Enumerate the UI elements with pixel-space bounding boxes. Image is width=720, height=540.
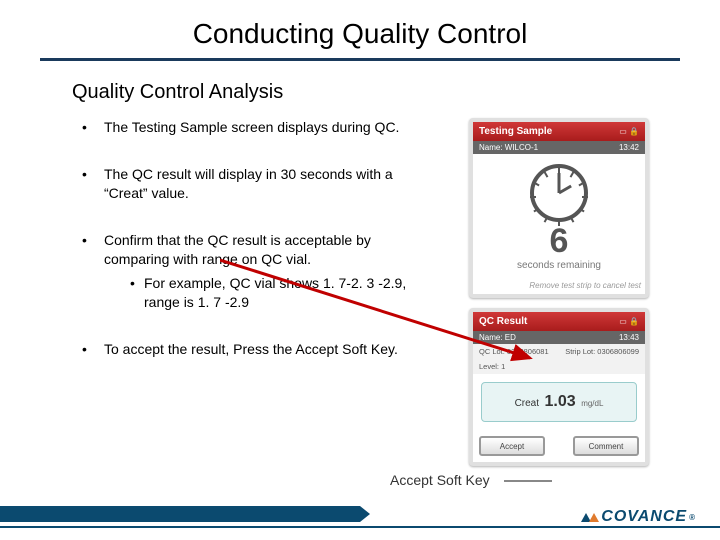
footer-line <box>0 526 720 528</box>
bullet-list: The Testing Sample screen displays durin… <box>78 118 418 466</box>
accept-caption-line <box>504 480 552 482</box>
accept-caption: Accept Soft Key <box>390 472 490 488</box>
slide-title: Conducting Quality Control <box>0 0 720 58</box>
bullet-1: The Testing Sample screen displays durin… <box>78 118 408 137</box>
comment-button[interactable]: Comment <box>573 436 639 456</box>
device2-banner: QC Result ▭ 🔒 <box>473 312 645 331</box>
bullet-4: To accept the result, Press the Accept S… <box>78 340 408 359</box>
device1-subbar: Name: WILCO-1 13:42 <box>473 141 645 154</box>
brand-logo: COVANCE® <box>581 508 696 526</box>
subtitle: Quality Control Analysis <box>0 71 720 118</box>
cancel-note: Remove test strip to cancel test <box>473 277 645 294</box>
bullet-2: The QC result will display in 30 seconds… <box>78 165 408 203</box>
lot-row: QC Lot: 0213806081 Strip Lot: 0306806099 <box>473 344 645 359</box>
content-row: The Testing Sample screen displays durin… <box>0 118 720 466</box>
footer-bar <box>0 506 360 522</box>
figures-column: Testing Sample ▭ 🔒 Name: WILCO-1 13:42 <box>418 118 700 466</box>
countdown-number: 6 <box>479 224 639 258</box>
battery-icon: ▭ 🔒 <box>619 317 639 326</box>
bullet-3-sub-1: For example, QC vial shows 1. 7-2. 3 -2.… <box>130 274 408 312</box>
device-qc-result: QC Result ▭ 🔒 Name: ED 13:43 QC Lot: 021… <box>469 308 649 466</box>
clock-icon <box>530 164 588 222</box>
title-underline <box>40 58 680 61</box>
bullet-3: Confirm that the QC result is acceptable… <box>78 231 408 313</box>
lot-level: Level: 1 <box>473 359 645 374</box>
device1-banner: Testing Sample ▭ 🔒 <box>473 122 645 141</box>
accept-button[interactable]: Accept <box>479 436 545 456</box>
countdown-label: seconds remaining <box>479 260 639 271</box>
device-testing-sample: Testing Sample ▭ 🔒 Name: WILCO-1 13:42 <box>469 118 649 298</box>
device2-subbar: Name: ED 13:43 <box>473 331 645 344</box>
result-box: Creat 1.03 mg/dL <box>481 382 637 422</box>
battery-icon: ▭ 🔒 <box>619 127 639 136</box>
